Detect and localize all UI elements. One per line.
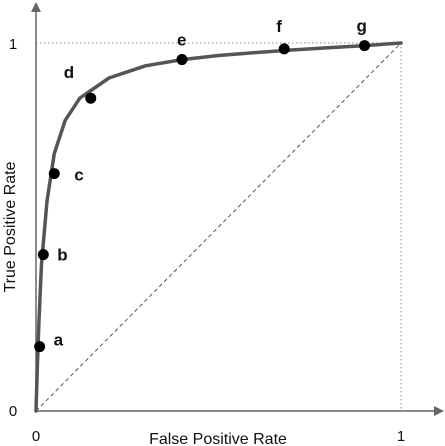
point-b: [37, 249, 49, 261]
point-label-d: d: [64, 63, 74, 82]
reference-guides: [36, 42, 402, 411]
point-label-a: a: [54, 331, 64, 350]
point-label-b: b: [57, 246, 67, 265]
roc-curve-line: [34, 41, 403, 413]
x-axis-arrowhead: [434, 406, 444, 416]
y-tick-1: 1: [9, 36, 17, 53]
x-tick-0: 0: [32, 428, 40, 445]
point-label-g: g: [357, 17, 367, 36]
diagonal-line: [35, 42, 402, 412]
random-classifier-diagonal: [35, 42, 402, 412]
y-axis-label: True Positive Rate: [2, 161, 19, 292]
operating-points: a b c d e f g: [34, 17, 370, 353]
point-e: [176, 54, 188, 66]
point-label-f: f: [276, 17, 282, 36]
point-c: [48, 168, 60, 180]
x-axis-label: False Positive Rate: [149, 431, 287, 446]
y-tick-0: 0: [9, 403, 17, 420]
point-label-c: c: [74, 166, 83, 185]
axis-labels: 0 1 0 1 False Positive Rate True Positiv…: [2, 36, 405, 446]
point-g: [359, 40, 370, 52]
point-f: [278, 43, 290, 55]
y-axis-arrowhead: [31, 2, 41, 12]
point-label-e: e: [177, 31, 186, 50]
roc-curve: [34, 41, 403, 413]
x-tick-1: 1: [397, 428, 405, 445]
point-a: [34, 341, 46, 353]
point-d: [85, 92, 97, 104]
